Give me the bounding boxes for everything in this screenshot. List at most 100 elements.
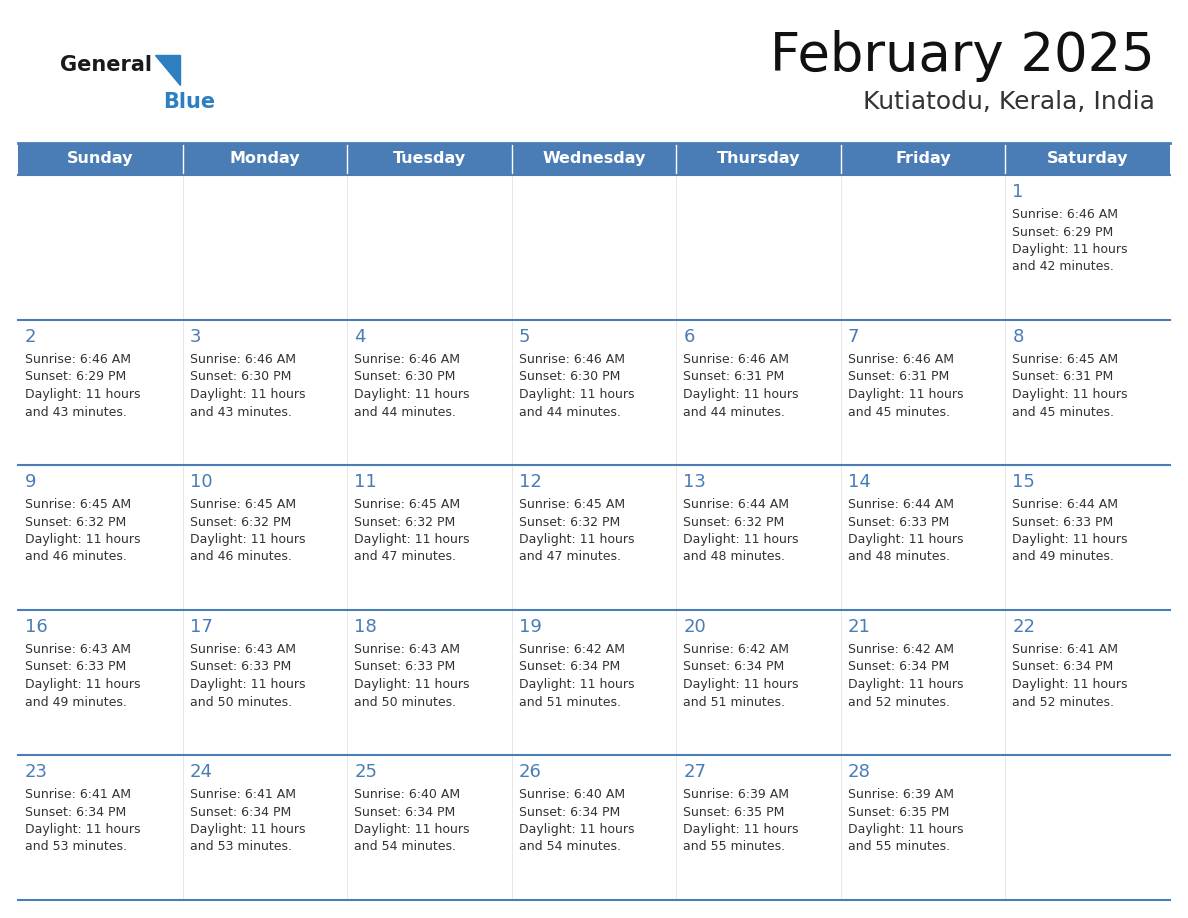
Text: Sunset: 6:32 PM: Sunset: 6:32 PM [190,516,291,529]
Text: 18: 18 [354,618,377,636]
Text: and 50 minutes.: and 50 minutes. [190,696,292,709]
Text: Wednesday: Wednesday [542,151,646,166]
Bar [841,755,1005,900]
Text: Sunset: 6:34 PM: Sunset: 6:34 PM [519,660,620,674]
Text: Sunrise: 6:40 AM: Sunrise: 6:40 AM [519,788,625,801]
Text: 12: 12 [519,473,542,491]
Text: Sunset: 6:32 PM: Sunset: 6:32 PM [25,516,126,529]
Bar [512,465,676,610]
Text: Daylight: 11 hours: Daylight: 11 hours [354,388,469,401]
Text: Sunrise: 6:42 AM: Sunrise: 6:42 AM [683,643,789,656]
Text: Daylight: 11 hours: Daylight: 11 hours [848,823,963,836]
Text: and 45 minutes.: and 45 minutes. [848,406,950,419]
Bar [1005,320,1170,465]
Text: and 46 minutes.: and 46 minutes. [190,551,291,564]
Text: Sunrise: 6:43 AM: Sunrise: 6:43 AM [354,643,460,656]
Text: and 49 minutes.: and 49 minutes. [1012,551,1114,564]
Text: and 49 minutes.: and 49 minutes. [25,696,127,709]
Bar [676,610,841,755]
Text: and 54 minutes.: and 54 minutes. [354,841,456,854]
Bar [347,465,512,610]
Text: Sunrise: 6:44 AM: Sunrise: 6:44 AM [1012,498,1118,511]
Text: Sunset: 6:35 PM: Sunset: 6:35 PM [683,805,784,819]
Text: 13: 13 [683,473,706,491]
Text: 2: 2 [25,328,37,346]
Bar [676,320,841,465]
Bar [347,755,512,900]
Text: Sunset: 6:33 PM: Sunset: 6:33 PM [190,660,291,674]
Text: and 43 minutes.: and 43 minutes. [190,406,291,419]
Bar [512,755,676,900]
Text: Sunset: 6:34 PM: Sunset: 6:34 PM [354,805,455,819]
Text: and 48 minutes.: and 48 minutes. [848,551,950,564]
Bar [841,320,1005,465]
Text: Daylight: 11 hours: Daylight: 11 hours [683,678,798,691]
Text: and 47 minutes.: and 47 minutes. [354,551,456,564]
Text: Sunrise: 6:46 AM: Sunrise: 6:46 AM [190,353,296,366]
Text: Daylight: 11 hours: Daylight: 11 hours [354,533,469,546]
Text: 7: 7 [848,328,859,346]
Text: Daylight: 11 hours: Daylight: 11 hours [354,678,469,691]
Text: Daylight: 11 hours: Daylight: 11 hours [25,388,140,401]
Text: and 45 minutes.: and 45 minutes. [1012,406,1114,419]
Bar [347,143,512,175]
Text: 20: 20 [683,618,706,636]
Text: Daylight: 11 hours: Daylight: 11 hours [190,388,305,401]
Text: Daylight: 11 hours: Daylight: 11 hours [848,388,963,401]
Bar [512,175,676,320]
Bar [183,610,347,755]
Bar [1005,143,1170,175]
Text: Monday: Monday [229,151,301,166]
Text: Sunset: 6:33 PM: Sunset: 6:33 PM [25,660,126,674]
Text: and 55 minutes.: and 55 minutes. [683,841,785,854]
Text: 10: 10 [190,473,213,491]
Text: Saturday: Saturday [1047,151,1129,166]
Text: Daylight: 11 hours: Daylight: 11 hours [519,678,634,691]
Text: Sunset: 6:29 PM: Sunset: 6:29 PM [1012,226,1113,239]
Text: Sunset: 6:32 PM: Sunset: 6:32 PM [519,516,620,529]
Text: Sunrise: 6:42 AM: Sunrise: 6:42 AM [848,643,954,656]
Text: Sunset: 6:32 PM: Sunset: 6:32 PM [683,516,784,529]
Text: and 43 minutes.: and 43 minutes. [25,406,127,419]
Text: 19: 19 [519,618,542,636]
Text: Sunrise: 6:46 AM: Sunrise: 6:46 AM [25,353,131,366]
Bar [1005,610,1170,755]
Text: Daylight: 11 hours: Daylight: 11 hours [25,823,140,836]
Text: Sunrise: 6:45 AM: Sunrise: 6:45 AM [25,498,131,511]
Text: and 42 minutes.: and 42 minutes. [1012,261,1114,274]
Text: Sunrise: 6:42 AM: Sunrise: 6:42 AM [519,643,625,656]
Text: and 53 minutes.: and 53 minutes. [25,841,127,854]
Text: Sunrise: 6:43 AM: Sunrise: 6:43 AM [25,643,131,656]
Text: 17: 17 [190,618,213,636]
Text: Sunrise: 6:39 AM: Sunrise: 6:39 AM [683,788,789,801]
Bar [676,143,841,175]
Bar [183,465,347,610]
Text: Sunrise: 6:46 AM: Sunrise: 6:46 AM [519,353,625,366]
Text: Daylight: 11 hours: Daylight: 11 hours [519,388,634,401]
Text: Daylight: 11 hours: Daylight: 11 hours [25,678,140,691]
Text: Sunset: 6:34 PM: Sunset: 6:34 PM [190,805,291,819]
Text: and 44 minutes.: and 44 minutes. [683,406,785,419]
Text: Daylight: 11 hours: Daylight: 11 hours [519,823,634,836]
Bar [676,465,841,610]
Text: Sunrise: 6:46 AM: Sunrise: 6:46 AM [354,353,460,366]
Text: Daylight: 11 hours: Daylight: 11 hours [354,823,469,836]
Text: Daylight: 11 hours: Daylight: 11 hours [190,823,305,836]
Text: Sunset: 6:31 PM: Sunset: 6:31 PM [848,371,949,384]
Text: Sunrise: 6:46 AM: Sunrise: 6:46 AM [683,353,789,366]
Bar [676,175,841,320]
Text: Sunrise: 6:46 AM: Sunrise: 6:46 AM [1012,208,1118,221]
Text: Sunset: 6:35 PM: Sunset: 6:35 PM [848,805,949,819]
Text: Sunset: 6:34 PM: Sunset: 6:34 PM [519,805,620,819]
Text: General: General [61,55,152,75]
Text: Daylight: 11 hours: Daylight: 11 hours [1012,243,1127,256]
Text: Daylight: 11 hours: Daylight: 11 hours [190,533,305,546]
Text: 25: 25 [354,763,377,781]
Text: Sunrise: 6:40 AM: Sunrise: 6:40 AM [354,788,460,801]
Text: and 46 minutes.: and 46 minutes. [25,551,127,564]
Text: Sunrise: 6:45 AM: Sunrise: 6:45 AM [519,498,625,511]
Bar [183,320,347,465]
Bar [347,175,512,320]
Text: and 48 minutes.: and 48 minutes. [683,551,785,564]
Text: and 51 minutes.: and 51 minutes. [519,696,620,709]
